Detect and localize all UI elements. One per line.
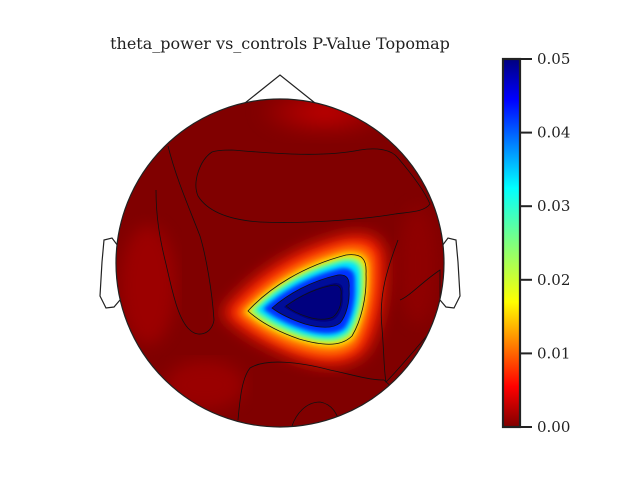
contour-occipital bbox=[237, 361, 396, 421]
field-patch-right bbox=[398, 205, 438, 325]
contour-cluster-inner bbox=[271, 274, 350, 328]
cluster-peak bbox=[284, 283, 344, 322]
colorbar-tick-label: 0.00 bbox=[537, 418, 570, 436]
field-patch-left bbox=[120, 225, 176, 345]
colorbar-frame bbox=[501, 57, 522, 429]
colorbar: 0.00 0.01 0.02 0.03 0.04 0.05 bbox=[501, 50, 570, 436]
field-patch-top bbox=[255, 99, 395, 138]
right-ear-outline bbox=[439, 237, 461, 309]
field-patch-bottom-left bbox=[165, 360, 245, 410]
nose-outline bbox=[244, 74, 316, 104]
pvalue-cluster bbox=[222, 235, 385, 365]
colorbar-tick-label: 0.03 bbox=[537, 197, 570, 215]
chart-title: theta_power vs_controls P-Value Topomap bbox=[110, 34, 450, 53]
contour-left-frontal bbox=[155, 145, 215, 335]
colorbar-ticks: 0.00 0.01 0.02 0.03 0.04 0.05 bbox=[520, 50, 570, 436]
contour-cluster-core bbox=[285, 284, 342, 320]
left-ear-outline bbox=[99, 237, 121, 309]
colorbar-tick-label: 0.02 bbox=[537, 271, 570, 289]
contour-cluster-outer bbox=[247, 254, 367, 345]
head-outline bbox=[99, 74, 461, 309]
colorbar-gradient bbox=[503, 59, 520, 427]
head-circle bbox=[115, 98, 445, 428]
colorbar-tick-label: 0.01 bbox=[537, 344, 570, 362]
colorbar-tick-label: 0.04 bbox=[537, 124, 570, 142]
contour-frontal bbox=[195, 148, 431, 223]
colorbar-tick-label: 0.05 bbox=[537, 50, 570, 68]
topomap-field bbox=[116, 99, 444, 427]
